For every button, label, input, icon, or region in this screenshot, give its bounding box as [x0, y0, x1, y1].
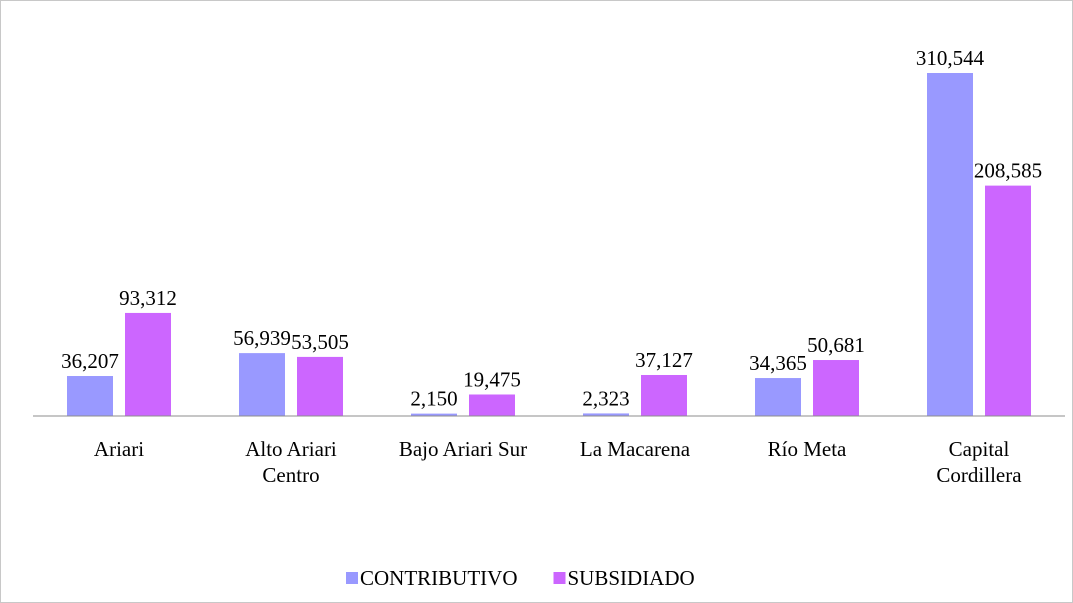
bar: [583, 413, 629, 416]
x-tick-label: Ariari: [93, 437, 145, 461]
bar: [469, 394, 515, 416]
bar: [641, 374, 687, 416]
bar: [927, 73, 973, 416]
bar: [813, 360, 859, 416]
data-label: 93,312: [119, 286, 177, 310]
x-tick-label: Capital Cordillera: [936, 437, 1022, 487]
data-label: 310,544: [916, 46, 985, 70]
data-label: 2,150: [410, 387, 457, 411]
x-tick-label: Bajo Ariari Sur: [398, 437, 528, 461]
bar: [755, 378, 801, 416]
bar: [125, 312, 171, 416]
x-tick-label: Río Meta: [767, 437, 847, 461]
legend-swatch: [346, 572, 358, 584]
legend-label: CONTRIBUTIVO: [360, 566, 518, 590]
data-label: 36,207: [61, 349, 119, 373]
bar: [985, 185, 1031, 416]
data-label: 2,323: [582, 386, 629, 410]
x-tick-label: Alto Ariari Centro: [245, 437, 337, 487]
legend-label: SUBSIDIADO: [568, 566, 695, 590]
bar: [411, 413, 457, 416]
data-label: 53,505: [291, 330, 349, 354]
legend-swatch: [553, 572, 566, 584]
data-label: 56,939: [233, 326, 291, 350]
bar: [67, 376, 113, 416]
data-label: 37,127: [635, 348, 693, 372]
data-label: 50,681: [807, 333, 865, 357]
data-label: 208,585: [974, 159, 1042, 183]
bar: [297, 356, 343, 416]
x-tick-label: La Macarena: [579, 437, 691, 461]
data-label: 34,365: [749, 351, 807, 375]
bar: [239, 353, 285, 416]
data-label: 19,475: [463, 367, 521, 391]
